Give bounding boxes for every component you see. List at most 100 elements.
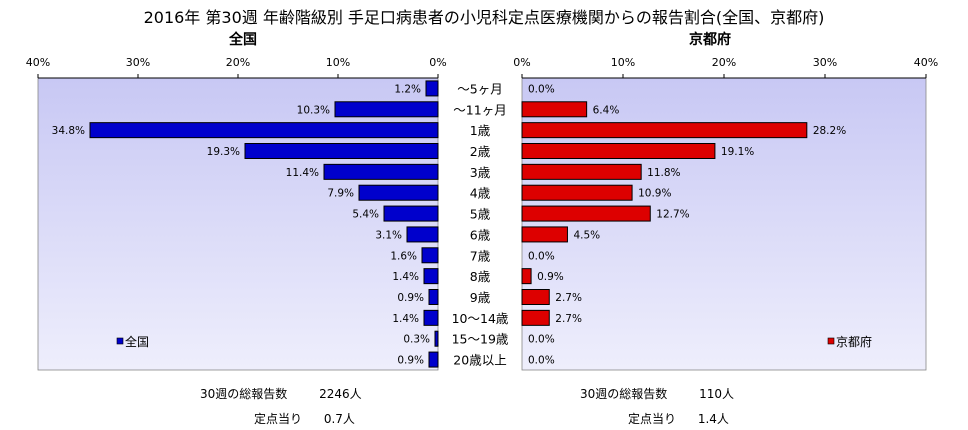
national-bar xyxy=(244,143,439,159)
category-label: 20歳以上 xyxy=(453,353,506,368)
category-label: 10〜14歳 xyxy=(452,311,509,326)
right-panel-title: 京都府 xyxy=(689,32,731,48)
kyoto-value-label: 4.5% xyxy=(573,229,600,241)
kyoto-bar xyxy=(521,184,633,201)
category-label: 8歳 xyxy=(470,269,491,284)
chart-title: 2016年 第30週 年齢階級別 手足口病患者の小児科定点医療機関からの報告割合… xyxy=(143,8,825,27)
national-tick-label: 20% xyxy=(226,56,250,69)
national-value-label: 3.1% xyxy=(375,229,402,241)
category-label: 〜5ヶ月 xyxy=(457,81,502,96)
national-bar xyxy=(423,309,439,326)
national-total-value: 2246人 xyxy=(319,387,362,401)
national-bar xyxy=(334,101,439,118)
kyoto-total-value: 110人 xyxy=(699,387,735,401)
national-value-label: 11.4% xyxy=(286,167,319,179)
kyoto-tick-label: 10% xyxy=(611,56,635,69)
national-bar xyxy=(425,80,439,97)
national-value-label: 1.4% xyxy=(392,271,419,283)
national-panel: 0% 10% 20% 30% 40% 1.2% 10.3% 34.8% 19.3% 11.4% 7.… xyxy=(26,56,447,371)
national-tick-label: 0% xyxy=(429,56,446,69)
age-distribution-chart: 0% 10% 20% 30% 40% 1.2% 10.3% 34.8% 19.3% 11.4% 7.… xyxy=(26,56,938,371)
kyoto-legend-label: 京都府 xyxy=(836,334,872,349)
national-value-label: 10.3% xyxy=(297,104,330,116)
kyoto-tick-label: 40% xyxy=(914,56,938,69)
category-label: 3歳 xyxy=(470,165,491,180)
national-value-label: 0.3% xyxy=(403,334,430,346)
kyoto-tick-label: 20% xyxy=(712,56,736,69)
national-value-label: 34.8% xyxy=(52,125,85,137)
kyoto-bar xyxy=(521,122,808,139)
national-bar xyxy=(428,351,439,368)
left-panel-title: 全国 xyxy=(229,32,257,48)
national-value-label: 5.4% xyxy=(352,209,379,221)
national-per-label: 定点当り xyxy=(254,412,303,426)
kyoto-value-label: 0.0% xyxy=(528,334,555,346)
national-tick-label: 30% xyxy=(126,56,150,69)
national-bar xyxy=(358,184,439,201)
category-label: 2歳 xyxy=(470,144,491,159)
kyoto-tick-label: 30% xyxy=(813,56,837,69)
kyoto-value-label: 0.0% xyxy=(528,355,555,367)
national-legend-label: 全国 xyxy=(125,334,149,349)
national-bar xyxy=(421,247,439,264)
national-value-label: 0.9% xyxy=(397,355,424,367)
kyoto-bar xyxy=(521,226,568,243)
kyoto-per-row: 定点当り 1.4人 xyxy=(628,410,729,427)
kyoto-value-label: 0.0% xyxy=(528,83,555,95)
national-bar xyxy=(423,268,439,285)
national-bar xyxy=(323,163,439,180)
kyoto-per-value: 1.4人 xyxy=(697,412,729,426)
category-label: 9歳 xyxy=(470,290,491,305)
category-label: 15〜19歳 xyxy=(452,332,509,347)
category-label: 7歳 xyxy=(470,248,491,263)
national-value-label: 1.2% xyxy=(394,83,421,95)
kyoto-total-row: 30週の総報告数 110人 xyxy=(580,385,734,402)
national-bar xyxy=(383,205,439,222)
national-tick-label: 10% xyxy=(326,56,350,69)
kyoto-panel: 0% 10% 20% 30% 40% 0.0% 6.4% 28.2% 19.1% 11.8% 10.… xyxy=(513,56,938,371)
kyoto-bar xyxy=(521,205,651,222)
category-labels: 〜5ヶ月〜11ヶ月 1歳 2歳 3歳 4歳 5歳 6歳 7歳 8歳 9歳 10〜14歳 15〜19歳 2… xyxy=(452,81,509,367)
category-label: 5歳 xyxy=(470,207,491,222)
kyoto-bar xyxy=(521,101,588,118)
national-value-label: 19.3% xyxy=(207,146,240,158)
category-label: 1歳 xyxy=(470,123,491,138)
kyoto-tick-label: 0% xyxy=(513,56,530,69)
kyoto-value-label: 0.9% xyxy=(537,271,564,283)
kyoto-bar xyxy=(521,143,716,159)
kyoto-total-label: 30週の総報告数 xyxy=(580,387,668,401)
national-plot-area xyxy=(37,77,439,371)
national-bar xyxy=(434,330,439,347)
category-label: 4歳 xyxy=(470,186,491,201)
kyoto-per-label: 定点当り xyxy=(628,412,677,426)
national-value-label: 7.9% xyxy=(327,188,354,200)
kyoto-value-label: 10.9% xyxy=(638,188,671,200)
national-bar xyxy=(428,289,439,305)
kyoto-value-label: 6.4% xyxy=(593,104,620,116)
national-bar xyxy=(89,122,439,139)
national-value-label: 1.6% xyxy=(390,250,417,262)
national-total-label: 30週の総報告数 xyxy=(200,387,288,401)
national-per-row: 定点当り 0.7人 xyxy=(254,410,355,427)
kyoto-value-label: 12.7% xyxy=(656,209,689,221)
kyoto-plot-area xyxy=(521,77,927,371)
kyoto-bar xyxy=(521,289,550,305)
kyoto-value-label: 2.7% xyxy=(555,313,582,325)
national-total-row: 30週の総報告数 2246人 xyxy=(200,385,362,402)
national-per-value: 0.7人 xyxy=(323,412,355,426)
national-legend-swatch xyxy=(116,337,124,345)
category-label: 〜11ヶ月 xyxy=(453,102,506,117)
kyoto-value-label: 2.7% xyxy=(555,292,582,304)
category-label: 6歳 xyxy=(470,227,491,242)
kyoto-value-label: 0.0% xyxy=(528,250,555,262)
kyoto-bar xyxy=(521,309,550,326)
kyoto-legend-swatch xyxy=(827,337,835,345)
kyoto-bar xyxy=(521,268,532,285)
kyoto-value-label: 11.8% xyxy=(647,167,680,179)
kyoto-value-label: 28.2% xyxy=(813,125,846,137)
national-value-label: 0.9% xyxy=(397,292,424,304)
national-tick-label: 40% xyxy=(26,56,50,69)
kyoto-value-label: 19.1% xyxy=(721,146,754,158)
national-bar xyxy=(406,226,439,243)
kyoto-bar xyxy=(521,163,642,180)
